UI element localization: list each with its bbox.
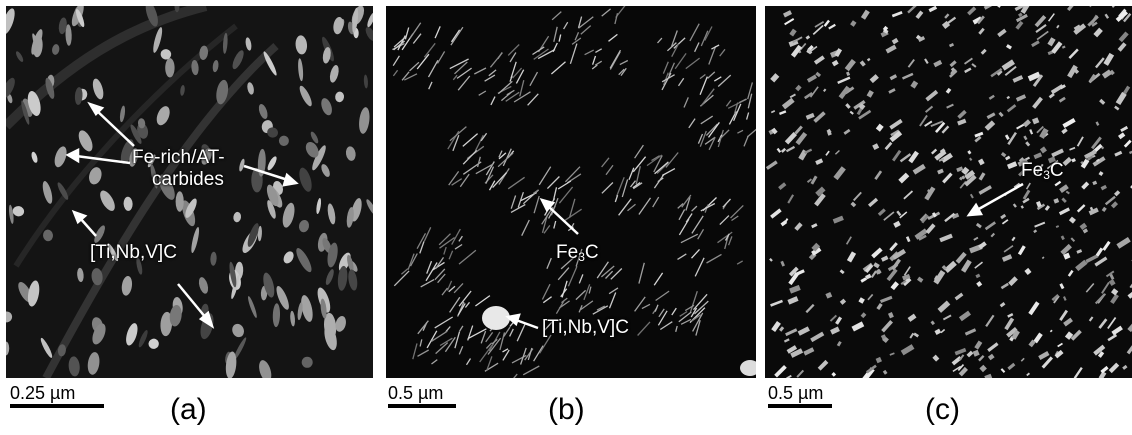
label-fe3c-c: Fe3C [1021, 160, 1064, 182]
micrograph-b-texture [386, 6, 756, 378]
caption-c: (c) [925, 393, 960, 426]
micrograph-panel-a: Fe-rich/AT- carbides [Ti,Nb,V]C [6, 6, 373, 378]
label-fe-rich-line2: carbides [152, 169, 224, 190]
label-ti-nb-v-c-b: [Ti,Nb,V]C [542, 317, 629, 338]
label-fe-rich-line1: Fe-rich/AT- [132, 147, 225, 168]
scale-bar-c: 0.5 µm [768, 383, 832, 408]
scale-bar-b-text: 0.5 µm [388, 383, 444, 403]
caption-b: (b) [548, 393, 585, 426]
label-ti-nb-v-c-a: [Ti,Nb,V]C [90, 242, 177, 263]
micrograph-c-texture [765, 6, 1132, 378]
micrograph-panel-b: Fe3C [Ti,Nb,V]C [386, 6, 756, 378]
scale-bar-c-line [768, 404, 832, 408]
scale-bar-a-line [10, 404, 104, 408]
micrograph-panel-c: Fe3C [765, 6, 1132, 378]
scale-bar-b-line [388, 404, 456, 408]
label-fe3c-b: Fe3C [556, 242, 599, 264]
scale-bar-c-text: 0.5 µm [768, 383, 824, 403]
scale-bar-a: 0.25 µm [10, 383, 104, 408]
caption-a: (a) [170, 393, 207, 426]
micrograph-a-texture [6, 6, 373, 378]
scale-bar-b: 0.5 µm [388, 383, 456, 408]
scale-bar-a-text: 0.25 µm [10, 383, 76, 403]
